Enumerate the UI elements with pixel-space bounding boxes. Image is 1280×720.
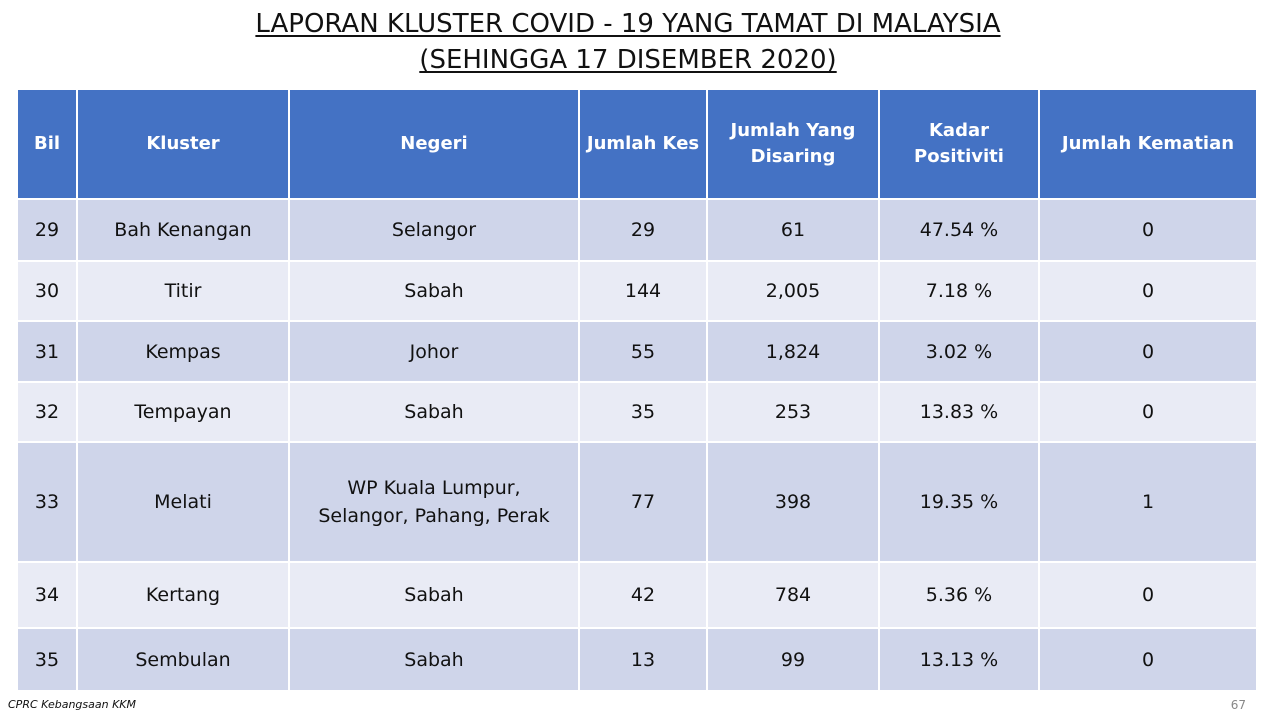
cell-bil: 33 — [16, 441, 78, 563]
header-jumlah-disaring: Jumlah Yang Disaring — [706, 88, 880, 200]
cluster-table: Bil Kluster Negeri Jumlah Kes Jumlah Yan… — [16, 88, 1258, 692]
cell-kadar-positiviti: 5.36 % — [878, 561, 1040, 629]
cell-jumlah-disaring: 253 — [706, 381, 880, 443]
footer-source: CPRC Kebangsaan KKM — [8, 698, 136, 711]
cell-kluster: Titir — [76, 260, 290, 322]
table-header-row: Bil Kluster Negeri Jumlah Kes Jumlah Yan… — [16, 88, 1258, 200]
table-row: 31 Kempas Johor 55 1,824 3.02 % 0 — [16, 320, 1258, 383]
cell-jumlah-kes: 42 — [578, 561, 708, 629]
page-title: LAPORAN KLUSTER COVID - 19 YANG TAMAT DI… — [0, 6, 1256, 78]
header-bil: Bil — [16, 88, 78, 200]
cell-jumlah-kematian: 0 — [1038, 260, 1258, 322]
cell-kluster: Kempas — [76, 320, 290, 383]
cell-bil: 35 — [16, 627, 78, 692]
header-jumlah-kes: Jumlah Kes — [578, 88, 708, 200]
cell-kadar-positiviti: 47.54 % — [878, 198, 1040, 262]
cell-jumlah-kematian: 0 — [1038, 561, 1258, 629]
cell-bil: 29 — [16, 198, 78, 262]
cell-negeri: Sabah — [288, 561, 580, 629]
cell-jumlah-disaring: 99 — [706, 627, 880, 692]
table-row: 33 Melati WP Kuala Lumpur, Selangor, Pah… — [16, 441, 1258, 563]
cell-jumlah-kes: 55 — [578, 320, 708, 383]
table-row: 35 Sembulan Sabah 13 99 13.13 % 0 — [16, 627, 1258, 692]
cell-jumlah-disaring: 1,824 — [706, 320, 880, 383]
cell-kluster: Sembulan — [76, 627, 290, 692]
cell-negeri-line2: Selangor, Pahang, Perak — [318, 505, 550, 527]
cell-bil: 34 — [16, 561, 78, 629]
cell-jumlah-kematian: 0 — [1038, 627, 1258, 692]
cell-kadar-positiviti: 7.18 % — [878, 260, 1040, 322]
cell-negeri: WP Kuala Lumpur, Selangor, Pahang, Perak — [288, 441, 580, 563]
header-jumlah-disaring-line2: Disaring — [750, 146, 836, 167]
cell-jumlah-kes: 29 — [578, 198, 708, 262]
cell-jumlah-kes: 35 — [578, 381, 708, 443]
cell-kadar-positiviti: 19.35 % — [878, 441, 1040, 563]
table-row: 32 Tempayan Sabah 35 253 13.83 % 0 — [16, 381, 1258, 443]
cell-kluster: Melati — [76, 441, 290, 563]
cell-kadar-positiviti: 3.02 % — [878, 320, 1040, 383]
cell-jumlah-kematian: 0 — [1038, 198, 1258, 262]
table-row: 29 Bah Kenangan Selangor 29 61 47.54 % 0 — [16, 198, 1258, 262]
cell-kadar-positiviti: 13.83 % — [878, 381, 1040, 443]
cell-kluster: Bah Kenangan — [76, 198, 290, 262]
title-line-2: (SEHINGGA 17 DISEMBER 2020) — [419, 45, 837, 75]
cell-kluster: Kertang — [76, 561, 290, 629]
cell-bil: 32 — [16, 381, 78, 443]
cell-negeri: Sabah — [288, 260, 580, 322]
table-row: 34 Kertang Sabah 42 784 5.36 % 0 — [16, 561, 1258, 629]
page-number: 67 — [1230, 698, 1246, 712]
header-jumlah-disaring-line1: Jumlah Yang — [730, 120, 856, 141]
cell-jumlah-kes: 77 — [578, 441, 708, 563]
cell-jumlah-kes: 144 — [578, 260, 708, 322]
cell-jumlah-disaring: 61 — [706, 198, 880, 262]
title-line-1: LAPORAN KLUSTER COVID - 19 YANG TAMAT DI… — [255, 9, 1001, 39]
cell-jumlah-disaring: 784 — [706, 561, 880, 629]
cell-negeri: Johor — [288, 320, 580, 383]
cell-negeri: Selangor — [288, 198, 580, 262]
header-jumlah-kematian: Jumlah Kematian — [1038, 88, 1258, 200]
cell-jumlah-kematian: 1 — [1038, 441, 1258, 563]
cell-jumlah-kematian: 0 — [1038, 320, 1258, 383]
cell-jumlah-kematian: 0 — [1038, 381, 1258, 443]
table-row: 30 Titir Sabah 144 2,005 7.18 % 0 — [16, 260, 1258, 322]
cell-kluster: Tempayan — [76, 381, 290, 443]
cell-jumlah-disaring: 2,005 — [706, 260, 880, 322]
cell-jumlah-kes: 13 — [578, 627, 708, 692]
cell-jumlah-disaring: 398 — [706, 441, 880, 563]
cell-negeri-line1: WP Kuala Lumpur, — [347, 477, 521, 499]
cell-kadar-positiviti: 13.13 % — [878, 627, 1040, 692]
header-kadar-positiviti: Kadar Positiviti — [878, 88, 1040, 200]
header-kluster: Kluster — [76, 88, 290, 200]
cell-bil: 31 — [16, 320, 78, 383]
header-negeri: Negeri — [288, 88, 580, 200]
cell-negeri: Sabah — [288, 627, 580, 692]
cluster-table-container: Bil Kluster Negeri Jumlah Kes Jumlah Yan… — [16, 88, 1258, 692]
cell-bil: 30 — [16, 260, 78, 322]
cell-negeri: Sabah — [288, 381, 580, 443]
